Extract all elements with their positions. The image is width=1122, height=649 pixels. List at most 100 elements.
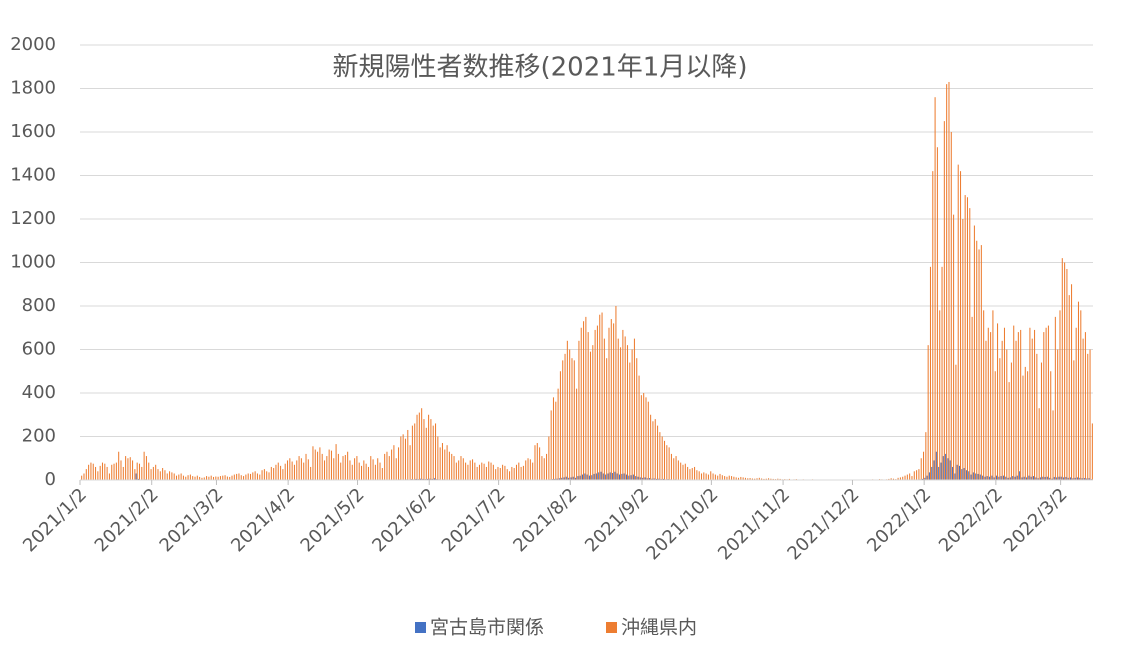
bar bbox=[429, 478, 431, 480]
x-tick-label: 2021/10/2 bbox=[642, 484, 722, 564]
bar bbox=[159, 471, 161, 480]
bar bbox=[1083, 478, 1085, 480]
bar bbox=[995, 475, 998, 480]
bar bbox=[1036, 353, 1038, 480]
bar bbox=[282, 469, 284, 480]
bar bbox=[298, 456, 300, 480]
bar bbox=[658, 478, 660, 480]
bar bbox=[1034, 329, 1036, 480]
bar bbox=[938, 466, 940, 480]
bar bbox=[978, 249, 980, 480]
bar bbox=[83, 473, 85, 480]
bar bbox=[263, 469, 265, 480]
bar bbox=[587, 332, 589, 480]
bar bbox=[680, 462, 682, 480]
bar bbox=[1023, 476, 1025, 480]
bar bbox=[1046, 476, 1048, 480]
bar bbox=[691, 468, 693, 480]
bar bbox=[964, 195, 966, 480]
bar bbox=[113, 463, 115, 480]
bar bbox=[1001, 340, 1003, 480]
bar bbox=[238, 473, 240, 480]
bar bbox=[245, 474, 247, 480]
bar bbox=[453, 456, 455, 480]
bar bbox=[1067, 477, 1069, 480]
x-tick-label: 2021/4/2 bbox=[227, 484, 299, 556]
bar bbox=[219, 476, 221, 480]
bar bbox=[621, 473, 623, 480]
bar bbox=[249, 473, 252, 480]
bar bbox=[135, 473, 137, 480]
bar bbox=[122, 466, 124, 480]
bar bbox=[293, 464, 295, 480]
bar bbox=[536, 443, 538, 480]
bar bbox=[909, 473, 911, 480]
bar bbox=[1045, 327, 1047, 480]
bar bbox=[952, 466, 954, 480]
bar bbox=[960, 171, 962, 480]
bar bbox=[192, 476, 194, 480]
bar bbox=[467, 464, 469, 480]
bar bbox=[710, 471, 712, 480]
bar bbox=[259, 474, 261, 480]
bar bbox=[629, 362, 631, 480]
bar bbox=[999, 358, 1001, 480]
bar bbox=[101, 462, 104, 480]
bar bbox=[1087, 353, 1089, 480]
bar bbox=[224, 475, 226, 480]
bar bbox=[1040, 362, 1043, 480]
bar bbox=[1002, 475, 1004, 480]
bar bbox=[899, 477, 901, 480]
bar bbox=[488, 461, 490, 480]
bar bbox=[581, 474, 584, 480]
bar bbox=[698, 471, 700, 480]
bar bbox=[927, 345, 929, 480]
bar bbox=[1068, 295, 1070, 480]
bar bbox=[254, 471, 256, 480]
bar bbox=[307, 459, 309, 480]
bar bbox=[997, 323, 999, 480]
bar bbox=[1042, 476, 1044, 480]
bar bbox=[231, 475, 233, 480]
bar bbox=[625, 474, 627, 480]
bar bbox=[694, 466, 696, 480]
bar bbox=[562, 360, 564, 480]
bar bbox=[337, 453, 339, 480]
bar bbox=[620, 347, 622, 480]
bar bbox=[707, 474, 709, 480]
bar bbox=[989, 476, 991, 480]
bar bbox=[622, 329, 624, 480]
bar bbox=[444, 449, 446, 480]
bar bbox=[623, 473, 625, 480]
bar bbox=[902, 476, 904, 480]
bar bbox=[349, 460, 351, 480]
bar bbox=[226, 476, 228, 480]
bar bbox=[652, 421, 654, 480]
bar bbox=[733, 476, 735, 480]
bar bbox=[934, 97, 936, 480]
bar bbox=[653, 478, 655, 480]
bar bbox=[240, 475, 242, 480]
bar bbox=[1074, 477, 1076, 480]
bar bbox=[361, 465, 363, 480]
bar bbox=[212, 476, 215, 480]
bar bbox=[953, 214, 955, 480]
bar bbox=[617, 338, 619, 480]
bar bbox=[639, 477, 641, 480]
bar bbox=[196, 475, 198, 480]
series bbox=[81, 81, 1093, 481]
bar bbox=[1079, 477, 1081, 480]
x-tick-label: 2021/5/2 bbox=[297, 484, 369, 556]
bar bbox=[928, 472, 930, 480]
bar bbox=[966, 197, 968, 480]
bar bbox=[323, 460, 326, 480]
bar bbox=[277, 462, 279, 480]
bar bbox=[199, 476, 201, 480]
bar bbox=[458, 460, 460, 480]
bar bbox=[1031, 338, 1033, 480]
bar bbox=[433, 478, 436, 480]
bar bbox=[1014, 476, 1016, 480]
bar bbox=[957, 164, 959, 480]
bar bbox=[169, 471, 171, 480]
bar bbox=[961, 469, 963, 480]
